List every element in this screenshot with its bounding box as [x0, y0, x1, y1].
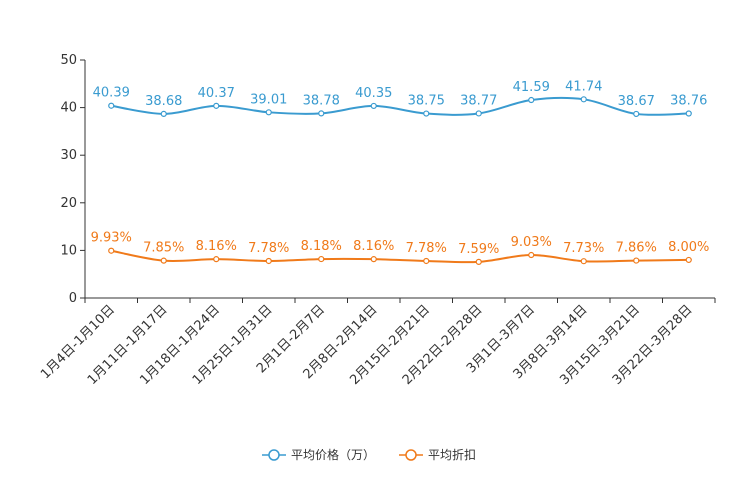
data-label: 7.86%	[616, 241, 657, 256]
data-point[interactable]	[370, 256, 377, 263]
data-point[interactable]	[370, 102, 377, 110]
data-point[interactable]	[423, 110, 430, 117]
data-label: 38.76	[670, 94, 707, 109]
data-point[interactable]	[213, 102, 220, 109]
data-point[interactable]	[265, 109, 272, 116]
legend-label: 平均折扣	[428, 447, 476, 462]
data-label: 7.59%	[458, 242, 499, 257]
data-point[interactable]	[528, 251, 535, 259]
data-label: 9.03%	[511, 235, 552, 250]
data-label: 40.35	[355, 86, 392, 101]
data-point[interactable]	[580, 96, 587, 103]
series-line	[111, 249, 689, 264]
data-label: 7.78%	[248, 241, 289, 256]
data-label: 38.68	[145, 94, 182, 109]
data-label: 8.16%	[196, 239, 237, 254]
data-label: 38.78	[303, 93, 340, 108]
data-label: 41.59	[513, 80, 550, 95]
legend-item-1[interactable]: 平均折扣	[399, 447, 476, 462]
series-layer: 40.39 38.68 40.37 39.01 38.78 40.35 38.75 38.77…	[91, 79, 709, 265]
data-label: 38.75	[408, 94, 445, 109]
data-label: 7.78%	[406, 241, 447, 256]
data-point[interactable]	[265, 257, 272, 265]
data-label: 38.77	[460, 93, 497, 108]
data-label: 8.18%	[301, 239, 342, 254]
data-label: 9.93%	[91, 231, 132, 246]
y-tick-label: 40	[60, 101, 77, 116]
data-point[interactable]	[423, 257, 430, 265]
data-point[interactable]	[108, 247, 115, 254]
legend-label: 平均价格（万）	[291, 447, 375, 462]
data-point[interactable]	[633, 257, 640, 264]
data-point[interactable]	[160, 257, 167, 264]
legend[interactable]: 平均价格（万） 平均折扣	[262, 447, 476, 462]
data-point[interactable]	[108, 102, 115, 109]
y-axis: 0 10 20 30 40 50	[60, 53, 86, 306]
legend-marker-icon	[268, 449, 280, 461]
data-point[interactable]	[318, 255, 325, 263]
data-point[interactable]	[528, 96, 535, 104]
data-label: 38.67	[618, 94, 655, 109]
y-tick-label: 20	[60, 196, 77, 211]
data-label: 41.74	[565, 79, 602, 94]
data-point[interactable]	[685, 256, 692, 264]
legend-marker-icon	[405, 449, 417, 461]
data-point[interactable]	[318, 110, 325, 117]
data-label: 7.85%	[143, 241, 184, 256]
data-point[interactable]	[475, 110, 482, 117]
series-1: 9.93% 7.85% 8.16% 7.78% 8.18% 8.16% 7.78% 7.59%…	[91, 231, 709, 265]
data-label: 40.39	[93, 86, 130, 101]
data-point[interactable]	[633, 110, 640, 118]
data-point[interactable]	[160, 110, 167, 117]
legend-item-0[interactable]: 平均价格（万）	[262, 447, 375, 462]
y-tick-label: 30	[60, 148, 77, 163]
data-label: 8.16%	[353, 239, 394, 254]
data-label: 8.00%	[668, 240, 709, 255]
y-tick-label: 50	[60, 53, 77, 68]
data-label: 7.73%	[563, 241, 604, 256]
data-point[interactable]	[580, 258, 587, 265]
data-point[interactable]	[213, 256, 220, 263]
series-line	[111, 96, 689, 116]
data-label: 39.01	[250, 92, 287, 107]
y-tick-label: 10	[60, 243, 77, 258]
data-label: 40.37	[198, 86, 235, 101]
x-axis: 1月4日-1月10日1月11日-1月17日1月18日-1月24日1月25日-1月…	[38, 297, 716, 388]
data-point[interactable]	[475, 258, 482, 265]
y-tick-label: 0	[69, 291, 77, 306]
data-point[interactable]	[685, 110, 692, 117]
series-0: 40.39 38.68 40.37 39.01 38.78 40.35 38.75 38.77…	[93, 79, 707, 118]
